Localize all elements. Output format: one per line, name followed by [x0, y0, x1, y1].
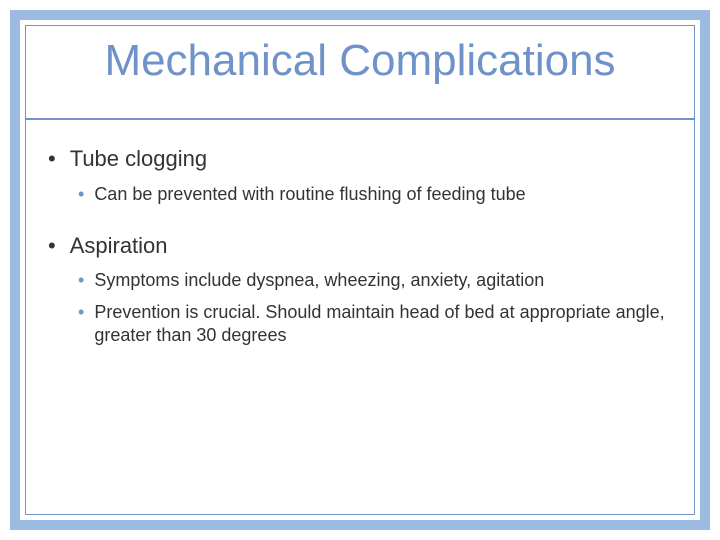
slide-title: Mechanical Complications	[0, 36, 720, 86]
sub-bullet-text: Prevention is crucial. Should maintain h…	[94, 301, 672, 348]
spacer	[48, 214, 672, 232]
slide: Mechanical Complications • Tube clogging…	[0, 0, 720, 540]
sub-bullet-item: • Symptoms include dyspnea, wheezing, an…	[78, 269, 672, 292]
bullet-dot-icon: •	[48, 232, 56, 260]
bullet-item: • Tube clogging	[48, 145, 672, 173]
bullet-dot-icon: •	[78, 301, 84, 324]
bullet-dot-icon: •	[48, 145, 56, 173]
bullet-text: Tube clogging	[70, 145, 207, 173]
content-area: • Tube clogging • Can be prevented with …	[48, 145, 672, 356]
bullet-item: • Aspiration	[48, 232, 672, 260]
sub-bullet-text: Symptoms include dyspnea, wheezing, anxi…	[94, 269, 544, 292]
bullet-dot-icon: •	[78, 269, 84, 292]
bullet-text: Aspiration	[70, 232, 168, 260]
sub-bullet-item: • Can be prevented with routine flushing…	[78, 183, 672, 206]
divider	[25, 118, 695, 120]
sub-bullet-item: • Prevention is crucial. Should maintain…	[78, 301, 672, 348]
sub-bullet-text: Can be prevented with routine flushing o…	[94, 183, 525, 206]
bullet-dot-icon: •	[78, 183, 84, 206]
